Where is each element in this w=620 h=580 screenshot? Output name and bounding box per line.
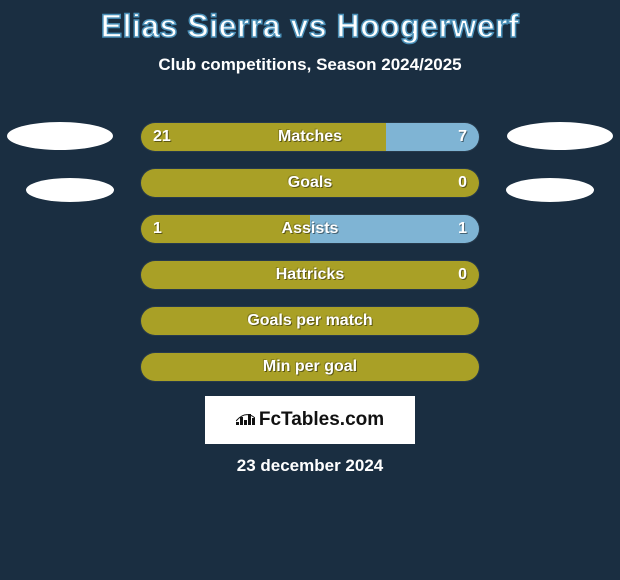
stat-value-right: 7 [458,123,467,151]
date-label: 23 december 2024 [0,456,620,476]
stat-row: Min per goal [140,352,480,382]
stat-row: Goals per match [140,306,480,336]
bar-left [141,123,386,151]
avatar-ellipse [26,178,114,202]
bar-left [141,215,310,243]
page-title: Elias Sierra vs Hoogerwerf [0,0,620,45]
logo-text: FcTables.com [259,409,384,431]
comparison-chart: Matches217Goals0Assists11Hattricks0Goals… [140,122,480,398]
stat-value-right: 0 [458,261,467,289]
stat-row: Assists11 [140,214,480,244]
fctables-logo: FcTables.com [205,396,415,444]
stat-value-left: 1 [153,215,162,243]
stat-row: Hattricks0 [140,260,480,290]
logo-bars-icon [236,409,255,431]
stat-value-left: 21 [153,123,171,151]
bar-left [141,353,479,381]
stat-row: Goals0 [140,168,480,198]
avatar-ellipse [7,122,113,150]
bar-left [141,261,479,289]
bar-left [141,307,479,335]
stat-value-right: 0 [458,169,467,197]
stat-row: Matches217 [140,122,480,152]
bar-left [141,169,479,197]
avatar-ellipse [507,122,613,150]
stat-value-right: 1 [458,215,467,243]
avatar-ellipse [506,178,594,202]
bar-right [310,215,479,243]
subtitle: Club competitions, Season 2024/2025 [0,55,620,75]
